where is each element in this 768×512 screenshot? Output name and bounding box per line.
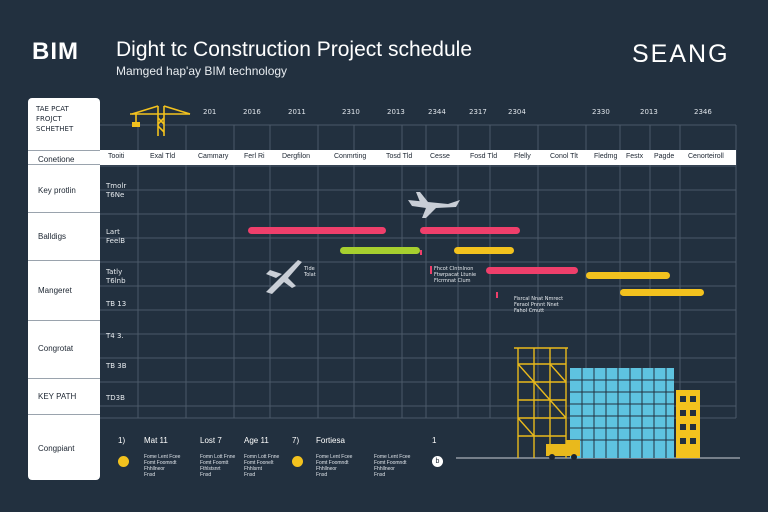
legend-number: 1 [432, 436, 437, 445]
drone-label: Tlde Tolat [304, 266, 316, 278]
window-grid [570, 368, 674, 458]
sidebar-item-management[interactable]: Mangeret [38, 286, 72, 295]
sidebar-item-congrotat[interactable]: Congrotat [38, 344, 74, 353]
column-header[interactable]: Ffelly [514, 153, 531, 160]
row-code: Lart FeelB [106, 228, 126, 245]
airplane-icon [266, 260, 302, 294]
legend-title: Age 11 [244, 436, 269, 445]
construction-truck [546, 440, 580, 460]
legend-yellow-dot [118, 456, 129, 467]
milestone-marker [430, 266, 432, 274]
column-header[interactable]: Cesse [430, 153, 450, 160]
column-header[interactable]: Cenorteiroll [688, 153, 724, 160]
side-building [676, 390, 700, 458]
gantt-bar[interactable] [586, 272, 670, 279]
tower-crane-icon [130, 105, 191, 136]
sidebar-item-buildings[interactable]: Balldigs [38, 232, 67, 241]
legend-text: Fome Lent Fcee Fomt Foomndt Fhhllneor Fnsd [144, 454, 181, 478]
legend-title: Lost 7 [200, 436, 222, 445]
row-code: TB 13 [106, 300, 127, 308]
column-header[interactable]: Fledmg [594, 153, 618, 160]
sidebar-divider [28, 212, 100, 213]
year-label: 2011 [288, 108, 306, 116]
legend-text: Fomn Lott Fnne Fomt Foonelt Fhhlsrnt Fnsd [244, 454, 280, 478]
gantt-bar[interactable] [454, 247, 514, 254]
building-illustration [456, 347, 740, 460]
legend-title: Fortiesa [316, 436, 345, 445]
column-header[interactable]: Exal Tld [150, 153, 176, 160]
gantt-bar[interactable] [420, 227, 520, 234]
legend-marker: b [432, 456, 443, 467]
legend-text: Fome Lent Fcee Fomt Foomndt Fhhllneor Fnsd [374, 454, 411, 478]
legend-text: Fome Lent Fcee Fomt Foomndt Fhhllneor Fnsd [316, 454, 353, 478]
year-label: 201 [203, 108, 217, 116]
sidebar-divider [28, 414, 100, 415]
year-label: 2013 [640, 108, 658, 116]
sidebar-divider [28, 320, 100, 321]
row-code: TB 3B [106, 362, 127, 370]
column-header[interactable]: Pagde [654, 153, 675, 160]
milestone-marker [496, 292, 498, 298]
company-logo: SEANG [632, 40, 730, 68]
sidebar-item-key-problem[interactable]: Key protlin [38, 186, 76, 195]
year-label: 2016 [243, 108, 261, 116]
sidebar-divider [28, 150, 100, 151]
page-title: Dight tc Construction Project schedule [116, 38, 473, 61]
gantt-bar[interactable] [248, 227, 386, 234]
sidebar-item-key-path[interactable]: KEY PATH [38, 392, 77, 401]
legend-number: 1) [118, 436, 126, 445]
year-label: 2304 [508, 108, 526, 116]
project-schedule-label: TAE PCAT FROJCT SCHETHET [36, 105, 74, 133]
column-header[interactable]: Tosd Tld [386, 153, 413, 160]
column-header[interactable]: Tooiti [108, 153, 125, 160]
milestone-marker [420, 250, 422, 255]
legend-yellow-dot [292, 456, 303, 467]
grid-lines [100, 124, 737, 419]
sidebar-divider [28, 164, 100, 165]
page-subtitle: Mamged hap'ay BIM technology [116, 64, 288, 78]
column-header[interactable]: Ferl Ri [244, 153, 265, 160]
year-label: 2013 [387, 108, 405, 116]
gantt-bar[interactable] [486, 267, 578, 274]
milestone-note: Fisrcal Nnat Nmrect Feraol Pnnnt Nnet Faho… [514, 296, 564, 314]
legend-number: 7) [292, 436, 300, 445]
sidebar-divider [28, 378, 100, 379]
column-header[interactable]: Fosd Tld [470, 153, 498, 160]
column-header[interactable]: Dergfilon [282, 153, 311, 160]
sidebar-item-congpiant[interactable]: Congpiant [38, 444, 75, 453]
row-code: TD3B [106, 394, 125, 402]
column-header[interactable]: Conol Tlt [550, 153, 578, 160]
row-code: Tatly T6lnb [106, 268, 126, 285]
column-header[interactable]: Cammary [198, 153, 229, 160]
legend-title: Mat 11 [144, 436, 168, 445]
gantt-bar[interactable] [340, 247, 420, 254]
glass-tower [570, 368, 674, 458]
brand-label: BIM [32, 38, 79, 65]
year-label: 2346 [694, 108, 712, 116]
year-label: 2330 [592, 108, 610, 116]
year-label: 2310 [342, 108, 360, 116]
year-label: 2317 [469, 108, 487, 116]
column-header[interactable]: Conmrting [334, 153, 367, 160]
schedule-sidebar: TAE PCAT FROJCT SCHETHET Conetione Key p… [28, 98, 100, 480]
legend-text: Fomn Lott Fnne Fomt Foomtt Fthlstsnrt Fnsd [200, 454, 236, 478]
column-header-strip: Tooiti Exal Tld Cammary Ferl Ri Dergfilo… [100, 150, 736, 165]
milestone-note: Fhcot Clntnlnon Ftwrpacat Ltunie Flcrmnat … [434, 266, 477, 284]
row-code: T4 3. [106, 332, 124, 340]
row-code: Tmolr T6Ne [106, 182, 127, 199]
schedule-grid [100, 124, 737, 419]
year-label: 2344 [428, 108, 446, 116]
sidebar-divider [28, 260, 100, 261]
airplane-icon [408, 192, 460, 218]
sidebar-item-connection[interactable]: Conetione [38, 155, 75, 164]
gantt-bar[interactable] [620, 289, 704, 296]
scaffold-structure [514, 347, 568, 458]
column-header[interactable]: Festx [626, 153, 644, 160]
